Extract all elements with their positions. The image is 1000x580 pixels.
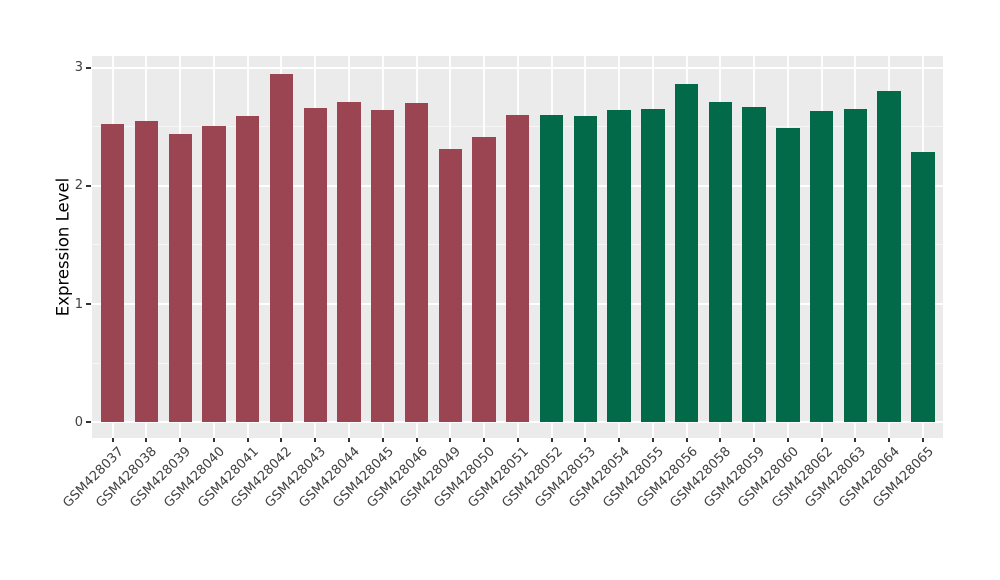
bar-GSM428046 [404,103,429,423]
bar-GSM428049 [438,149,462,423]
bar-GSM428045 [371,110,395,423]
x-axis-tick [685,438,688,442]
x-axis-tick [516,438,519,442]
x-axis-tick [280,438,283,442]
x-axis-tick [212,438,215,442]
bar-GSM428060 [776,128,800,423]
bar-GSM428059 [742,106,766,423]
x-axis-tick [921,438,924,442]
y-tick-label: 0 [74,414,83,430]
plot-panel [92,56,943,438]
bar-GSM428058 [708,102,733,423]
bar-GSM428065 [911,151,935,423]
x-axis-tick [381,438,384,442]
bar-GSM428044 [337,102,361,423]
x-axis-tick [179,438,182,442]
x-axis-tick [719,438,722,442]
x-axis-tick [246,438,249,442]
bar-GSM428037 [101,124,125,423]
x-axis-tick [483,438,486,442]
bar-GSM428050 [472,137,496,423]
y-axis-tick [86,184,91,187]
y-axis-title: Expression Level [53,177,73,317]
x-axis-tick [888,438,891,442]
x-axis-tick [550,438,553,442]
bar-GSM428054 [607,110,631,423]
x-axis-tick [111,438,114,442]
bar-GSM428042 [269,73,294,423]
bar-GSM428064 [877,91,901,423]
x-axis-tick [449,438,452,442]
x-axis-tick [651,438,654,442]
y-tick-label: 3 [74,60,83,76]
bar-GSM428038 [134,120,159,423]
y-axis-tick [86,421,91,424]
x-axis-tick [786,438,789,442]
x-axis-tick [753,438,756,442]
bar-GSM428062 [809,111,834,423]
x-axis-tick [415,438,418,442]
bar-GSM428051 [506,115,530,423]
bar-GSM428056 [674,84,699,423]
x-axis-tick [618,438,621,442]
y-axis-tick [86,303,91,305]
x-axis-tick [348,438,350,442]
bar-GSM428053 [573,116,597,423]
x-axis-tick [145,438,148,442]
bar-GSM428043 [303,107,327,423]
x-axis-tick [584,438,587,442]
y-tick-label: 2 [74,178,83,194]
bar-GSM428039 [168,133,192,423]
y-tick-label: 1 [74,296,83,312]
bar-GSM428055 [641,109,665,423]
x-axis-tick [314,438,317,442]
bar-GSM428063 [843,109,868,423]
bar-GSM428052 [539,115,564,423]
x-axis-tick [854,438,857,442]
x-axis-tick [820,438,823,442]
bar-GSM428041 [236,116,260,423]
bar-GSM428040 [202,125,226,423]
y-axis-tick [86,66,91,69]
